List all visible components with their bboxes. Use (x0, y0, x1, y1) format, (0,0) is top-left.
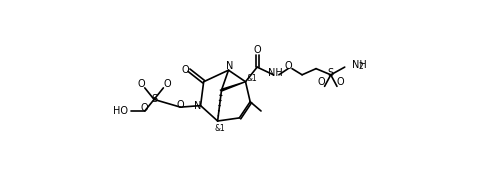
Text: HO: HO (113, 106, 128, 116)
Text: O: O (285, 61, 292, 70)
Text: &1: &1 (214, 124, 225, 133)
Polygon shape (221, 82, 245, 91)
Text: 2: 2 (359, 62, 363, 71)
Text: O: O (177, 100, 184, 110)
Text: N: N (226, 61, 233, 71)
Text: O: O (318, 77, 325, 87)
Text: S: S (328, 68, 334, 78)
Text: O: O (141, 103, 149, 113)
Text: NH: NH (268, 68, 283, 78)
Text: O: O (254, 45, 261, 55)
Text: O: O (181, 65, 189, 75)
Text: O: O (163, 79, 171, 89)
Text: O: O (137, 79, 145, 89)
Text: NH: NH (353, 60, 367, 70)
Text: O: O (336, 77, 344, 87)
Text: S: S (151, 94, 157, 105)
Text: N: N (194, 101, 201, 111)
Text: &1: &1 (246, 74, 257, 83)
